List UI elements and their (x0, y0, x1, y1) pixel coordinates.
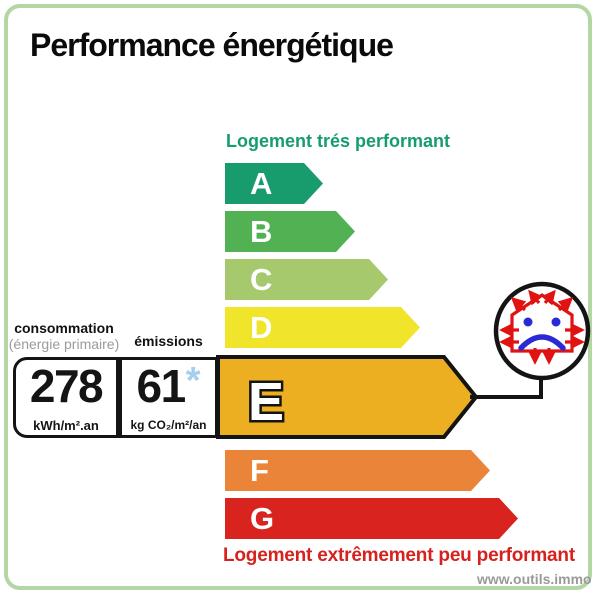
current-class-arrow-shape (216, 355, 479, 439)
current-class-arrow: E (216, 355, 479, 439)
emissions-unit: kg CO₂/m²/an (130, 418, 207, 432)
scale-top-label: Logement trés performant (226, 131, 451, 151)
consumption-unit: kWh/m².an (33, 417, 99, 433)
panel-border (4, 4, 592, 590)
consumption-value-box: 278 kWh/m².an (13, 357, 119, 438)
current-class-letter: E (248, 372, 284, 432)
emissions-asterisk: * (185, 360, 201, 402)
emissions-label: émissions (134, 333, 203, 349)
emissions-value-box: 61* kg CO₂/m²/an (119, 357, 218, 438)
watermark: www.outils.immo (477, 571, 592, 587)
consumption-label: consommation (14, 320, 114, 336)
emissions-value: 61 (136, 360, 187, 412)
consumption-sublabel: (énergie primaire) (8, 336, 120, 352)
consumption-value: 278 (29, 359, 104, 412)
scale-bottom-label: Logement extrêmement peu performant (223, 545, 575, 566)
page-title: Performance énergétique (30, 27, 394, 63)
